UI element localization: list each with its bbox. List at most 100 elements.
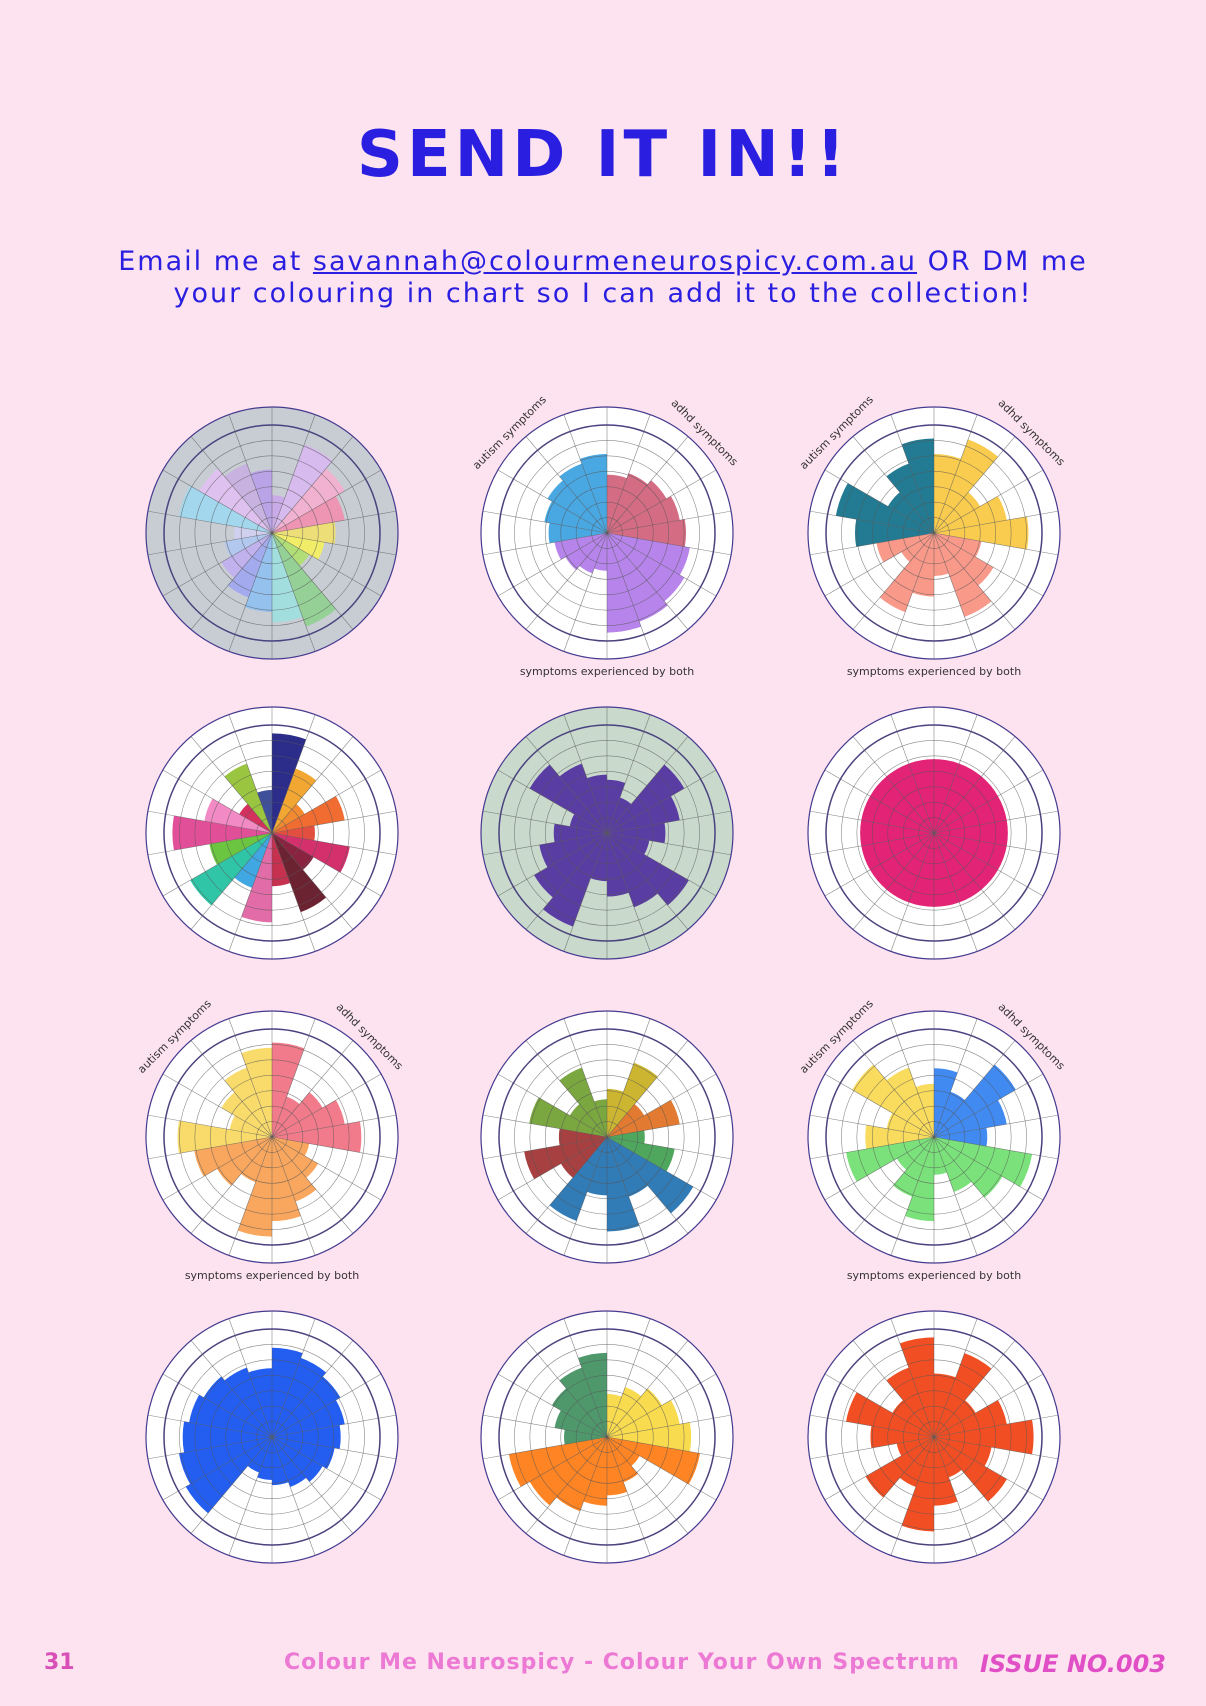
coloured-wedge (203, 1376, 272, 1437)
chart-spoke (482, 510, 608, 534)
chart-spoke (606, 1136, 717, 1201)
coloured-wedge (835, 483, 934, 533)
chart-spoke (852, 832, 935, 930)
coloured-wedge (227, 533, 272, 598)
coloured-wedge (224, 763, 272, 833)
chart-spoke (933, 1373, 1044, 1438)
email-address[interactable]: savannah@colourmeneurospicy.com.au (312, 246, 918, 277)
coloured-wedge (565, 533, 607, 570)
coloured-wedge (209, 833, 272, 865)
colouring-chart (807, 1310, 1061, 1564)
coloured-wedge (234, 833, 272, 888)
coloured-wedge (893, 1137, 934, 1197)
chart-spoke (190, 1436, 273, 1534)
coloured-wedge (870, 1425, 934, 1449)
chart-spoke (606, 832, 651, 952)
chart-spoke (606, 532, 732, 556)
chart-spoke (271, 1040, 354, 1138)
coloured-wedge (559, 1367, 607, 1437)
coloured-wedge (247, 1437, 272, 1473)
chart-spoke (147, 1436, 273, 1460)
chart-spoke (271, 1318, 316, 1438)
chart-spoke (162, 1136, 273, 1201)
colouring-chart (807, 706, 1061, 960)
email-text: Email me at savannah@colourmeneurospicy.… (0, 246, 1206, 310)
coloured-wedge (607, 1137, 675, 1172)
chart-spoke (933, 832, 978, 952)
chart-spoke (933, 736, 1016, 834)
coloured-wedge (934, 533, 982, 558)
coloured-wedge (272, 1092, 323, 1137)
colouring-chart (480, 1010, 734, 1264)
chart-spoke (933, 469, 1044, 534)
coloured-wedge (607, 833, 689, 906)
coloured-wedge (204, 798, 272, 833)
chart-spoke (933, 810, 1059, 834)
chart-spoke (606, 1318, 651, 1438)
chart-spoke (147, 532, 273, 556)
coloured-wedge (607, 1104, 645, 1137)
chart-spoke (890, 832, 935, 952)
coloured-wedge (569, 814, 607, 833)
chart-spoke (933, 1414, 1059, 1438)
email-line-2: your colouring in chart so I can add it … (173, 278, 1033, 309)
coloured-wedge (899, 1337, 934, 1437)
chart-spoke (852, 736, 935, 834)
chart-spoke (606, 832, 689, 930)
coloured-wedge (224, 1367, 272, 1437)
email-suffix: OR DM me (917, 246, 1088, 277)
coloured-wedge (934, 833, 1007, 870)
coloured-wedge (607, 1137, 694, 1214)
chart-spoke (809, 1114, 935, 1138)
chart-spoke (933, 1136, 1059, 1160)
chart-spoke (852, 1340, 935, 1438)
coloured-wedge (934, 820, 1008, 846)
coloured-wedge (908, 833, 934, 907)
chart-spoke (497, 1136, 608, 1201)
coloured-wedge (607, 533, 642, 633)
chart-spoke (162, 469, 273, 534)
chart-spoke (271, 1436, 397, 1460)
coloured-wedge (607, 473, 648, 533)
chart-spoke (271, 469, 382, 534)
coloured-wedge (607, 797, 632, 833)
chart-spoke (606, 1436, 689, 1534)
chart-spoke (824, 469, 935, 534)
coloured-wedge (272, 833, 314, 870)
coloured-wedge (901, 438, 934, 533)
coloured-wedge (178, 485, 272, 533)
coloured-wedge (934, 833, 998, 890)
coloured-wedge (607, 1437, 638, 1483)
chart-spoke (271, 714, 316, 834)
chart-spoke (271, 1136, 397, 1160)
coloured-wedge (529, 764, 607, 833)
chart-spoke (228, 1436, 273, 1556)
chart-spoke (271, 532, 382, 597)
chart-spoke (497, 1373, 608, 1438)
chart-spoke (606, 1018, 651, 1138)
chart-spoke (563, 414, 608, 534)
chart-spoke (606, 714, 651, 834)
coloured-wedge (896, 1137, 934, 1170)
chart-spoke (890, 414, 935, 534)
coloured-wedge (865, 1437, 934, 1498)
title: SEND IT IN!! (356, 118, 850, 192)
chart-spoke (809, 532, 935, 556)
chart-spoke (852, 436, 935, 534)
chart-spoke (606, 1136, 689, 1234)
coloured-wedge (607, 519, 687, 547)
chart-spoke (190, 736, 273, 834)
coloured-wedge (194, 1137, 272, 1177)
coloured-wedge (607, 1437, 701, 1485)
chart-spoke (525, 1040, 608, 1138)
coloured-wedge (934, 1064, 1016, 1137)
chart-spoke (482, 832, 608, 856)
chart-spoke (933, 1318, 978, 1438)
chart-spoke (606, 810, 732, 834)
chart-spoke (271, 810, 397, 834)
coloured-wedge (860, 820, 934, 846)
colouring-chart (145, 406, 399, 660)
chart-spoke (190, 436, 273, 534)
chart-spoke (271, 532, 316, 652)
coloured-wedge (272, 533, 337, 627)
